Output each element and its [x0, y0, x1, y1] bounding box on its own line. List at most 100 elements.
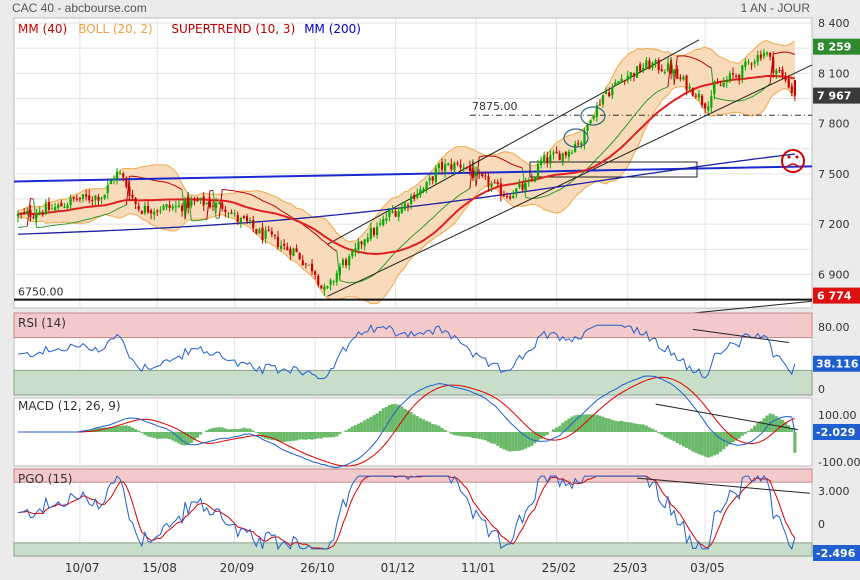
supertrend-seg [605, 145, 610, 150]
candle-body [437, 163, 441, 168]
supertrend-seg [42, 225, 47, 228]
candle-body [375, 226, 379, 235]
candle-body [44, 203, 47, 214]
supertrend-seg [342, 280, 347, 283]
candle-body [88, 195, 91, 201]
macd-hist-bar [530, 432, 534, 446]
rsi-title: RSI (14) [18, 316, 66, 330]
pgo-high-zone [13, 468, 813, 483]
legend-item-4: MM (200) [304, 22, 361, 36]
supertrend-seg [110, 210, 115, 213]
candle-body [707, 106, 710, 111]
pgo-badge [813, 545, 860, 561]
candle-body [725, 80, 728, 83]
pgo-tick-3: 3.000 [818, 485, 850, 498]
macd-hist-bar [180, 432, 184, 446]
candle-body [586, 124, 589, 131]
supertrend-seg [280, 210, 285, 213]
candle-body [515, 188, 518, 195]
macd-hist-bar [777, 417, 781, 432]
macd-hist-bar [629, 422, 633, 432]
candle-body [617, 81, 620, 84]
supertrend-seg [243, 192, 248, 195]
supertrend-seg [639, 104, 644, 109]
macd-hist-bar [542, 432, 546, 437]
macd-hist-bar [623, 421, 627, 432]
supertrend-seg [748, 96, 752, 99]
candle-body [700, 95, 704, 106]
mm200-line [17, 153, 795, 235]
supertrend-seg [113, 208, 118, 212]
supertrend-seg [618, 131, 622, 136]
supertrend-seg [698, 59, 703, 63]
candle-body [314, 271, 317, 275]
supertrend-seg [379, 265, 384, 270]
candle-body [239, 217, 242, 223]
supertrend-seg [330, 246, 335, 250]
candle-body [580, 142, 583, 146]
supertrend-seg [104, 213, 108, 216]
supertrend-seg [655, 90, 659, 94]
candle-body [781, 69, 784, 76]
candle-body [369, 227, 372, 239]
macd-hist-bar [688, 432, 692, 450]
supertrend-seg [435, 211, 440, 216]
candle-body [97, 196, 100, 201]
candle-body [50, 208, 54, 210]
candle-body [502, 195, 506, 197]
y-tick-label: 6 900 [818, 268, 850, 281]
macd-hist-bar [558, 425, 562, 432]
supertrend-seg [95, 215, 99, 218]
supertrend-seg [463, 190, 468, 193]
candle-body [140, 210, 143, 214]
macd-hist-bar [635, 423, 639, 432]
supertrend-seg [686, 55, 690, 58]
supertrend-seg [760, 88, 765, 92]
candle-body [270, 231, 273, 235]
candle-body [397, 211, 400, 217]
macd-hist-bar [431, 424, 435, 432]
candle-body [332, 281, 335, 283]
candle-body [199, 197, 202, 201]
macd-hist-bar [378, 410, 382, 432]
supertrend-seg [649, 95, 653, 99]
candle-body [447, 163, 450, 166]
macd-hist-bar [384, 406, 388, 432]
candle-body [323, 286, 326, 291]
candle-body [623, 80, 626, 82]
candle-body [20, 213, 23, 215]
macd-hist-bar [477, 432, 481, 439]
candle-body [115, 171, 119, 180]
supertrend-seg [324, 241, 328, 245]
supertrend-seg [596, 155, 601, 160]
macd-hist-bar [750, 428, 754, 432]
candle-body [100, 197, 103, 200]
supertrend-seg [404, 239, 409, 244]
candle-body [620, 78, 623, 83]
supertrend-seg [568, 180, 573, 184]
candle-body [756, 55, 759, 62]
supertrend-seg [92, 216, 96, 219]
macd-hist-bar [545, 432, 549, 435]
candle-body [218, 202, 221, 204]
candle-body [103, 194, 106, 199]
macd-hist-bar [694, 432, 698, 453]
candle-body [691, 88, 694, 96]
candle-body [509, 196, 512, 199]
candle-body [211, 205, 215, 207]
sad-face-eye [787, 155, 791, 159]
macd-hist-bar [161, 432, 166, 439]
macd-hist-bar [517, 432, 521, 451]
candle-body [512, 195, 515, 199]
macd-hist-bar [264, 432, 268, 439]
supertrend-seg [401, 242, 406, 247]
macd-hist-bar [301, 432, 305, 440]
supertrend-seg [407, 236, 412, 241]
supertrend-seg [587, 165, 591, 169]
candle-body [753, 61, 756, 64]
candle-body [648, 60, 651, 70]
candle-body [357, 241, 360, 250]
macd-hist-bar [626, 422, 630, 432]
macd-hist-bar [390, 404, 395, 432]
candle-body [549, 155, 552, 164]
